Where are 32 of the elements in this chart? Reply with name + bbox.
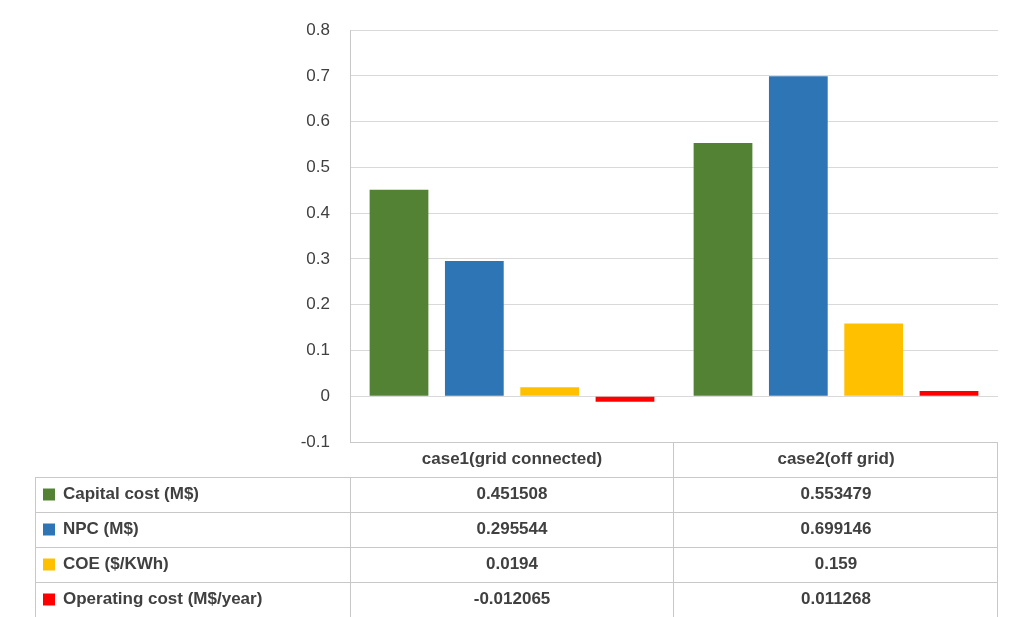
bar	[844, 323, 904, 396]
legend-label: NPC (M$)	[63, 519, 139, 539]
y-tick-label: -0.1	[300, 431, 330, 451]
y-tick-label: 0.1	[306, 340, 330, 360]
y-tick-label: 0.8	[306, 19, 330, 39]
legend-label: Operating cost (M$/year)	[63, 589, 263, 609]
bar	[693, 143, 753, 396]
y-tick-label: 0	[320, 385, 330, 405]
x-tick-label: case2(off grid)	[777, 449, 895, 469]
bar	[444, 261, 504, 396]
y-tick-label: 0.5	[306, 157, 330, 177]
data-label: 0.0194	[486, 554, 539, 574]
x-tick-label: case1(grid connected)	[421, 449, 603, 469]
data-label: 0.553479	[800, 484, 872, 504]
bar	[369, 189, 429, 396]
legend-label: Capital cost (M$)	[63, 484, 200, 504]
y-tick-label: 0.7	[306, 65, 330, 85]
y-tick-label: 0.2	[306, 294, 330, 314]
y-tick-label: 0.4	[306, 202, 330, 222]
bar	[520, 387, 580, 396]
bar	[768, 76, 828, 396]
data-label: 0.451508	[476, 484, 548, 504]
y-tick-label: 0.3	[306, 248, 330, 268]
data-label: -0.012065	[473, 589, 551, 609]
data-label: 0.159	[814, 554, 858, 574]
data-label: 0.011268	[801, 589, 871, 609]
bar	[595, 396, 655, 402]
data-label: 0.699146	[800, 519, 872, 539]
legend-label: COE ($/KWh)	[63, 554, 169, 574]
bar	[919, 391, 979, 396]
data-label: 0.295544	[476, 519, 548, 539]
y-tick-label: 0.6	[306, 111, 330, 131]
